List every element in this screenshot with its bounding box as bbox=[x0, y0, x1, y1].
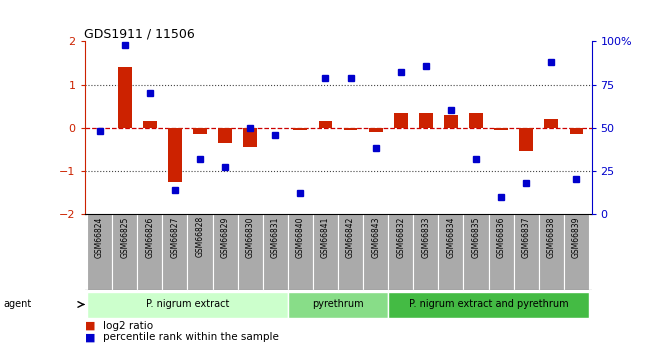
Text: percentile rank within the sample: percentile rank within the sample bbox=[103, 333, 279, 342]
Text: GSM66837: GSM66837 bbox=[522, 216, 531, 258]
Bar bbox=[338, 214, 363, 290]
Bar bbox=[213, 214, 238, 290]
Text: GSM66843: GSM66843 bbox=[371, 216, 380, 258]
Bar bbox=[519, 128, 533, 151]
Text: GSM66840: GSM66840 bbox=[296, 216, 305, 258]
Bar bbox=[162, 214, 187, 290]
Bar bbox=[413, 214, 438, 290]
Bar bbox=[218, 128, 232, 143]
Text: GSM66839: GSM66839 bbox=[572, 216, 581, 258]
Bar bbox=[463, 214, 489, 290]
Text: agent: agent bbox=[3, 299, 31, 309]
Text: GSM66842: GSM66842 bbox=[346, 216, 355, 258]
Bar bbox=[168, 128, 182, 181]
Text: GSM66836: GSM66836 bbox=[497, 216, 506, 258]
Bar bbox=[419, 112, 433, 128]
Text: GSM66829: GSM66829 bbox=[220, 216, 229, 258]
Bar bbox=[87, 214, 112, 290]
Bar bbox=[263, 214, 288, 290]
Bar bbox=[388, 292, 589, 318]
Text: GSM66824: GSM66824 bbox=[95, 216, 104, 258]
Text: GSM66833: GSM66833 bbox=[421, 216, 430, 258]
Bar bbox=[539, 214, 564, 290]
Text: log2 ratio: log2 ratio bbox=[103, 321, 153, 331]
Bar bbox=[193, 128, 207, 134]
Bar bbox=[369, 128, 383, 132]
Bar bbox=[243, 128, 257, 147]
Bar bbox=[489, 214, 514, 290]
Text: ■: ■ bbox=[84, 321, 95, 331]
Bar bbox=[143, 121, 157, 128]
Bar bbox=[344, 128, 358, 130]
Text: GDS1911 / 11506: GDS1911 / 11506 bbox=[84, 27, 195, 40]
Bar bbox=[564, 214, 589, 290]
Text: GSM66838: GSM66838 bbox=[547, 216, 556, 258]
Bar bbox=[313, 214, 338, 290]
Text: GSM66830: GSM66830 bbox=[246, 216, 255, 258]
Bar bbox=[288, 214, 313, 290]
Bar bbox=[444, 115, 458, 128]
Text: GSM66835: GSM66835 bbox=[471, 216, 480, 258]
Bar bbox=[363, 214, 388, 290]
Bar bbox=[545, 119, 558, 128]
Bar bbox=[137, 214, 162, 290]
Bar bbox=[318, 121, 332, 128]
Text: GSM66831: GSM66831 bbox=[271, 216, 280, 258]
Bar bbox=[87, 292, 288, 318]
Bar bbox=[112, 214, 137, 290]
Bar bbox=[438, 214, 463, 290]
Text: P. nigrum extract and pyrethrum: P. nigrum extract and pyrethrum bbox=[409, 299, 568, 309]
Text: ■: ■ bbox=[84, 333, 95, 342]
Text: GSM66825: GSM66825 bbox=[120, 216, 129, 258]
Bar bbox=[187, 214, 213, 290]
Bar bbox=[514, 214, 539, 290]
Text: GSM66827: GSM66827 bbox=[170, 216, 179, 258]
Bar bbox=[118, 67, 131, 128]
Bar bbox=[394, 112, 408, 128]
Bar bbox=[238, 214, 263, 290]
Text: GSM66832: GSM66832 bbox=[396, 216, 405, 258]
Bar bbox=[494, 128, 508, 130]
Text: GSM66826: GSM66826 bbox=[145, 216, 154, 258]
Text: GSM66841: GSM66841 bbox=[321, 216, 330, 258]
Text: pyrethrum: pyrethrum bbox=[312, 299, 364, 309]
Bar bbox=[469, 112, 483, 128]
Bar bbox=[388, 214, 413, 290]
Bar bbox=[569, 128, 583, 134]
Text: P. nigrum extract: P. nigrum extract bbox=[146, 299, 229, 309]
Bar bbox=[288, 292, 388, 318]
Text: GSM66834: GSM66834 bbox=[447, 216, 456, 258]
Bar bbox=[293, 128, 307, 130]
Text: GSM66828: GSM66828 bbox=[196, 216, 205, 257]
